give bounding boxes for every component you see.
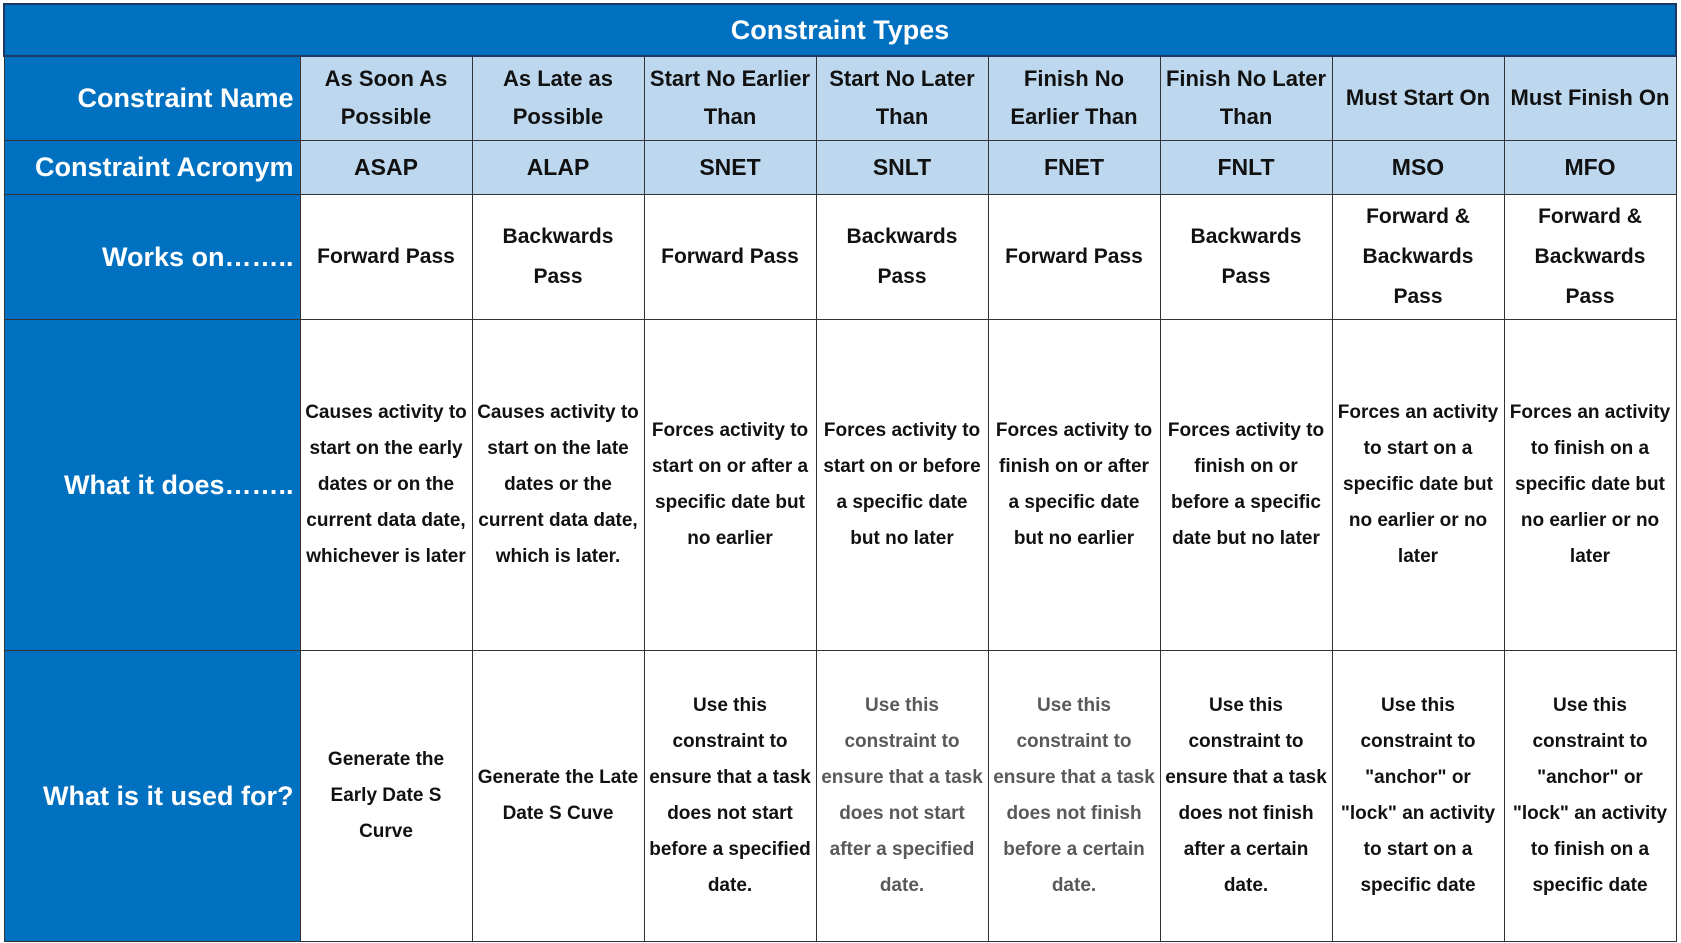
table-cell: Forces an activity to start on a specifi… <box>1331 318 1505 651</box>
table-row: What it does…….. Causes activity to start… <box>3 318 1677 651</box>
title-row: Constraint Types <box>3 3 1677 57</box>
table-cell: FNET <box>987 139 1161 195</box>
table-cell: Start No Earlier Than <box>643 55 817 141</box>
row-label: Works on…….. <box>3 193 301 320</box>
constraint-table-container: Constraint Types Constraint Name As Soon … <box>3 3 1677 942</box>
table-row: What is it used for? Generate the Early D… <box>3 649 1677 942</box>
table-cell: Backwards Pass <box>815 193 989 320</box>
table-cell: Forces activity to start on or before a … <box>815 318 989 651</box>
row-label: What is it used for? <box>3 649 301 942</box>
table-cell: Causes activity to start on the early da… <box>299 318 473 651</box>
table-cell: Forward Pass <box>299 193 473 320</box>
table-cell: Forces activity to finish on or after a … <box>987 318 1161 651</box>
table-cell: Use this constraint to ensure that a tas… <box>987 649 1161 942</box>
table-cell: Use this constraint to ensure that a tas… <box>815 649 989 942</box>
constraint-table: Constraint Types Constraint Name As Soon … <box>3 3 1677 942</box>
table-row: Works on…….. Forward Pass Backwards Pass Fo… <box>3 193 1677 320</box>
table-cell: Forces activity to finish on or before a… <box>1159 318 1333 651</box>
table-cell: Must Start On <box>1331 55 1505 141</box>
table-cell: As Late as Possible <box>471 55 645 141</box>
table-cell: Start No Later Than <box>815 55 989 141</box>
table-cell: Forces an activity to finish on a specif… <box>1503 318 1677 651</box>
table-cell: Must Finish On <box>1503 55 1677 141</box>
table-cell: Use this constraint to ensure that a tas… <box>1159 649 1333 942</box>
table-cell: Backwards Pass <box>471 193 645 320</box>
table-row: Constraint Name As Soon As Possible As Lat… <box>3 55 1677 141</box>
table-cell: FNLT <box>1159 139 1333 195</box>
table-cell: MSO <box>1331 139 1505 195</box>
table-cell: Forward & Backwards Pass <box>1331 193 1505 320</box>
table-cell: Use this constraint to "anchor" or "lock… <box>1331 649 1505 942</box>
table-row: Constraint Acronym ASAP ALAP SNET SNLT FNET FN… <box>3 139 1677 195</box>
table-title: Constraint Types <box>3 3 1677 57</box>
table-cell: Forward & Backwards Pass <box>1503 193 1677 320</box>
table-cell: Use this constraint to "anchor" or "lock… <box>1503 649 1677 942</box>
table-cell: Generate the Early Date S Curve <box>299 649 473 942</box>
table-cell: Generate the Late Date S Cuve <box>471 649 645 942</box>
table-cell: Finish No Earlier Than <box>987 55 1161 141</box>
table-cell: Causes activity to start on the late dat… <box>471 318 645 651</box>
table-cell: MFO <box>1503 139 1677 195</box>
table-cell: Finish No Later Than <box>1159 55 1333 141</box>
row-label: Constraint Acronym <box>3 139 301 195</box>
table-cell: Use this constraint to ensure that a tas… <box>643 649 817 942</box>
table-cell: Backwards Pass <box>1159 193 1333 320</box>
table-cell: Forces activity to start on or after a s… <box>643 318 817 651</box>
table-cell: Forward Pass <box>643 193 817 320</box>
row-label: What it does…….. <box>3 318 301 651</box>
table-cell: As Soon As Possible <box>299 55 473 141</box>
table-cell: Forward Pass <box>987 193 1161 320</box>
table-cell: ASAP <box>299 139 473 195</box>
table-cell: SNLT <box>815 139 989 195</box>
table-cell: ALAP <box>471 139 645 195</box>
row-label: Constraint Name <box>3 55 301 141</box>
table-cell: SNET <box>643 139 817 195</box>
